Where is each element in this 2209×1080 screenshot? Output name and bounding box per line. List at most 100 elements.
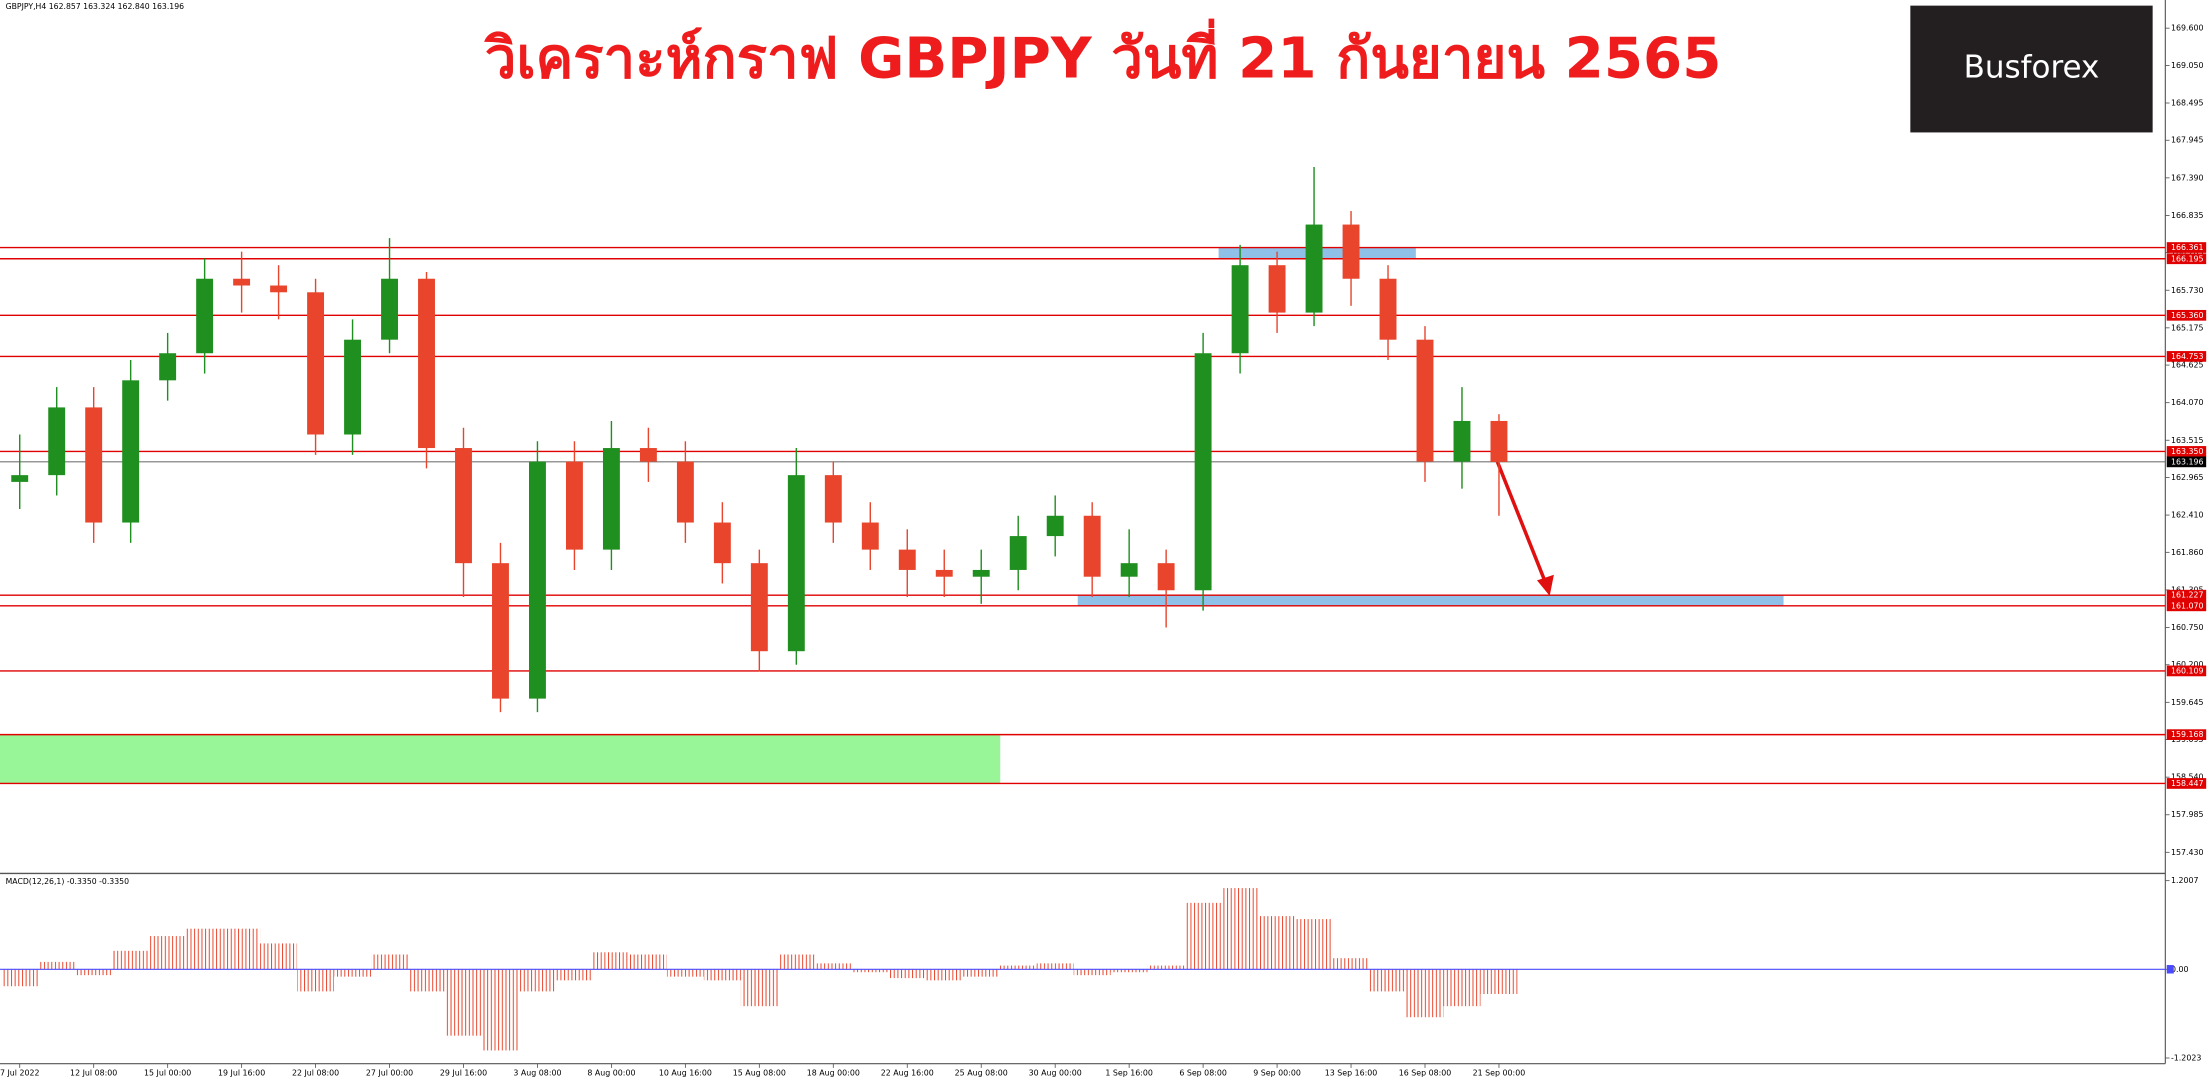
macd-bar	[555, 969, 593, 981]
candle-body	[1379, 278, 1397, 340]
level-label-box	[2166, 242, 2207, 253]
x-tick-label: 19 Jul 16:00	[218, 1068, 265, 1077]
macd-bar	[1110, 969, 1148, 973]
candle-body	[492, 563, 509, 699]
macd-bar	[75, 969, 113, 976]
level-label: 158.447	[2171, 779, 2204, 788]
candle-body	[787, 475, 805, 652]
support-zone	[0, 734, 1001, 784]
level-label-box	[2166, 253, 2207, 265]
candle-body	[750, 563, 768, 652]
macd-bar	[223, 928, 261, 970]
macd-bar	[1332, 958, 1370, 970]
x-tick-label: 15 Aug 08:00	[733, 1068, 786, 1077]
macd-bar	[1258, 916, 1296, 970]
macd-bar	[1369, 969, 1407, 992]
last-price-label: 163.196	[2171, 457, 2204, 466]
logo-box	[1910, 5, 2153, 133]
candle-body	[418, 278, 435, 449]
macd-bar	[1036, 963, 1074, 970]
macd-bar	[1480, 969, 1518, 994]
level-label: 161.227	[2171, 591, 2204, 600]
candle-body	[1046, 515, 1064, 537]
x-tick-label: 7 Jul 2022	[0, 1068, 40, 1077]
y-tick-label: 160.750	[2171, 623, 2204, 632]
x-tick-label: 22 Jul 08:00	[292, 1068, 339, 1077]
candle-body	[1416, 339, 1434, 462]
x-tick-label: 8 Aug 00:00	[587, 1068, 635, 1077]
candle-body	[639, 448, 657, 462]
macd-bar	[186, 928, 224, 970]
macd-bar	[1, 969, 39, 987]
candle-body	[1009, 536, 1027, 570]
macd-bar	[1184, 902, 1222, 970]
level-label-box	[2166, 600, 2207, 612]
macd-bar	[482, 969, 519, 1051]
candle-body	[196, 278, 214, 354]
macd-bar	[814, 963, 852, 970]
candle-body	[381, 278, 398, 340]
macd-bar	[777, 954, 815, 970]
candle-body	[1305, 224, 1323, 313]
x-tick-label: 15 Jul 00:00	[144, 1068, 191, 1077]
macd-bar	[592, 952, 630, 970]
macd-bar	[38, 961, 76, 970]
level-label: 166.195	[2171, 254, 2204, 263]
candle-body	[270, 285, 288, 293]
macd-bar	[1443, 969, 1481, 1007]
y-tick-label: 164.070	[2171, 398, 2204, 407]
macd-bar	[666, 969, 704, 977]
candle-body	[1268, 265, 1286, 313]
candle-body	[11, 475, 29, 482]
x-tick-label: 25 Aug 08:00	[955, 1068, 1008, 1077]
macd-bar	[149, 936, 187, 970]
macd-bar	[740, 969, 778, 1007]
y-tick-label: 157.430	[2171, 848, 2204, 857]
x-tick-label: 18 Aug 00:00	[807, 1068, 860, 1077]
candle-body	[713, 522, 731, 564]
candle-body	[898, 549, 916, 570]
x-tick-label: 30 Aug 00:00	[1029, 1068, 1082, 1077]
macd-bar	[1147, 965, 1185, 970]
level-label-box	[2166, 729, 2207, 740]
target-zone	[1077, 595, 1784, 606]
macd-bar	[1295, 919, 1333, 970]
x-tick-label: 1 Sep 16:00	[1105, 1068, 1153, 1077]
candle-body	[1120, 563, 1138, 577]
macd-y-tick-label: 0.00	[2171, 965, 2189, 974]
candle-body	[565, 461, 583, 550]
y-tick-label: 163.515	[2171, 436, 2204, 445]
candle-body	[1342, 224, 1360, 279]
macd-bar	[999, 965, 1037, 970]
candle-body	[824, 475, 842, 523]
level-label: 165.360	[2171, 311, 2204, 320]
x-tick-label: 22 Aug 16:00	[881, 1068, 934, 1077]
candle-body	[1157, 563, 1175, 591]
candle-body	[159, 353, 177, 381]
level-label-box	[2166, 589, 2207, 601]
level-label: 159.168	[2171, 730, 2204, 739]
x-tick-label: 21 Sep 00:00	[1473, 1068, 1526, 1077]
candle-body	[1490, 420, 1508, 462]
candle-body	[1194, 353, 1212, 591]
macd-bar	[629, 954, 667, 970]
macd-bar	[1073, 969, 1111, 976]
macd-bar	[925, 969, 963, 981]
macd-bar	[703, 969, 741, 981]
macd-zero-marker	[2166, 965, 2174, 974]
y-tick-label: 165.175	[2171, 323, 2204, 332]
candle-body	[122, 380, 140, 523]
y-tick-label: 160.200	[2171, 660, 2204, 669]
x-tick-label: 10 Aug 16:00	[659, 1068, 712, 1077]
candle-body	[85, 407, 103, 523]
candle-body	[1453, 420, 1471, 462]
macd-bar	[962, 969, 1000, 977]
level-label-box	[2166, 665, 2207, 677]
y-tick-label: 161.860	[2171, 548, 2204, 557]
candle-body	[676, 461, 694, 523]
y-tick-label: 168.495	[2171, 99, 2204, 108]
macd-bar	[888, 969, 926, 979]
candle-body	[455, 448, 472, 564]
